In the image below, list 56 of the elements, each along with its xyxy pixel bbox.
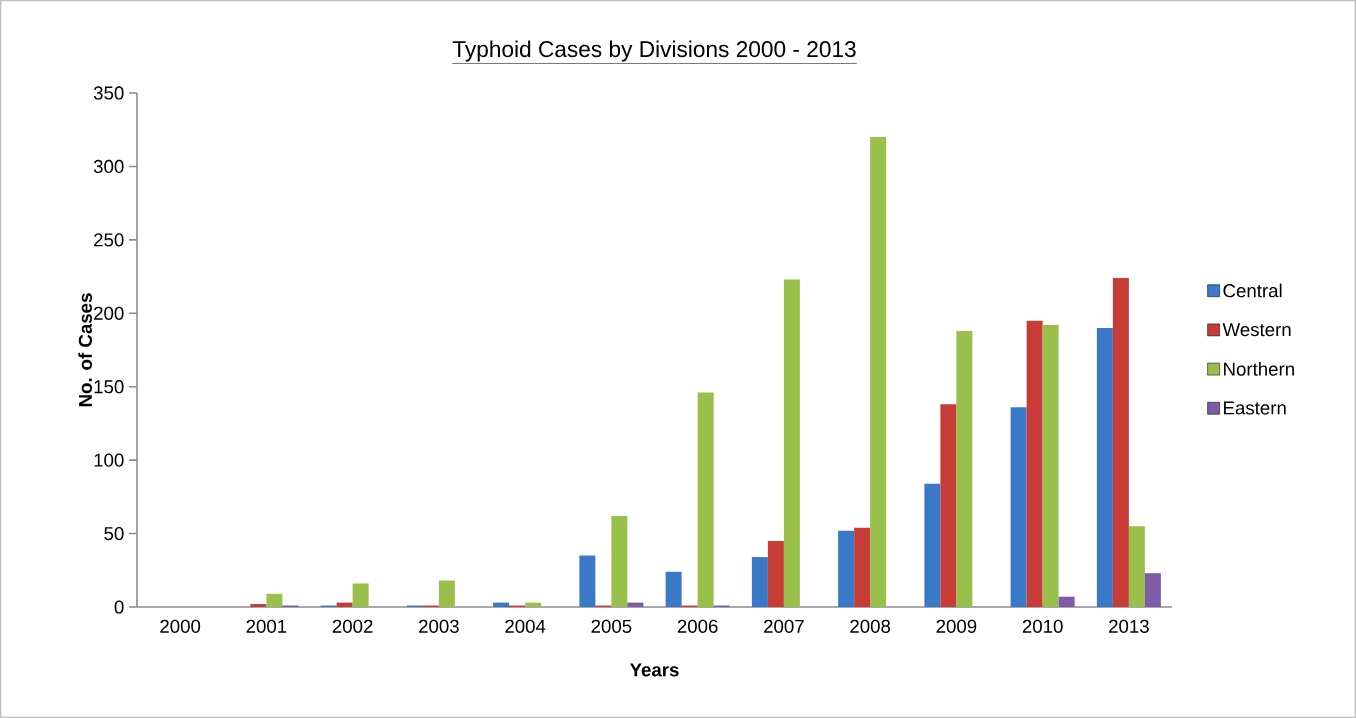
legend-label: Eastern — [1224, 401, 1286, 415]
bar — [940, 404, 957, 607]
bar — [751, 557, 768, 607]
bar — [838, 530, 855, 607]
bar — [1112, 278, 1129, 607]
x-tick-label: 2008 — [850, 619, 891, 633]
y-tick-label: 150 — [94, 380, 124, 394]
bar — [627, 602, 644, 607]
bar — [525, 602, 542, 607]
y-tick-label: 50 — [104, 526, 124, 541]
y-tick-label: 300 — [93, 159, 124, 174]
bar — [767, 540, 784, 607]
x-tick-label: 2010 — [1022, 619, 1063, 633]
x-tick-label: 2013 — [1109, 619, 1149, 633]
bar — [956, 330, 973, 607]
bar — [336, 602, 353, 607]
x-tick-label: 2002 — [332, 619, 373, 633]
bar — [493, 602, 510, 607]
bar — [1144, 573, 1161, 607]
legend-label: Western — [1222, 323, 1291, 337]
bar — [665, 571, 682, 607]
bar — [579, 555, 596, 607]
x-tick-label: 2005 — [591, 619, 632, 633]
bar — [854, 527, 871, 607]
bar — [1042, 325, 1059, 607]
bar — [1096, 327, 1113, 607]
bar — [438, 580, 455, 607]
y-tick-label: 100 — [94, 453, 124, 467]
bar — [611, 515, 628, 607]
bar — [783, 279, 800, 607]
bar — [1058, 596, 1075, 607]
y-tick-label: 350 — [93, 86, 124, 100]
y-tick-label: 200 — [94, 306, 124, 320]
bar — [250, 604, 267, 607]
x-tick-label: 2001 — [246, 619, 287, 633]
x-axis-title: Years — [629, 663, 679, 677]
bar — [1010, 407, 1027, 607]
bar — [1128, 526, 1145, 607]
bar — [697, 392, 714, 607]
bar — [924, 483, 941, 607]
bar — [1026, 320, 1043, 607]
x-tick-label: 2003 — [419, 619, 459, 633]
x-tick-label: 2000 — [160, 619, 201, 633]
x-tick-label: 2007 — [764, 619, 804, 633]
bar — [266, 593, 283, 607]
legend-label: Northern — [1224, 361, 1294, 376]
y-tick-label: 250 — [94, 233, 124, 247]
y-axis-title: No. of Cases — [78, 293, 92, 407]
legend-label: Central — [1223, 283, 1282, 298]
x-tick-label: 2006 — [677, 619, 718, 633]
y-tick-label: 0 — [114, 600, 124, 614]
chart-title: Typhoid Cases by Divisions 2000 - 2013 — [452, 40, 856, 62]
x-tick-label: 2009 — [936, 619, 977, 633]
bar — [352, 583, 369, 607]
bar — [870, 137, 887, 607]
x-tick-label: 2004 — [505, 619, 546, 633]
